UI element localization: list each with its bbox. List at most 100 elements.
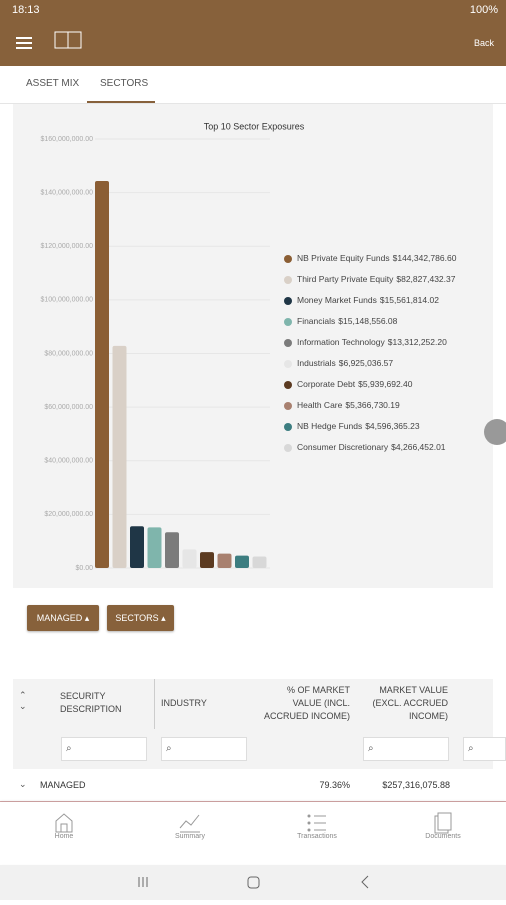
legend-value: $6,925,036.57 [339, 358, 394, 368]
legend-name: Money Market Funds [297, 295, 377, 305]
summary-icon[interactable] [178, 812, 202, 834]
bar [147, 527, 162, 568]
column-header[interactable]: MARKET VALUE (EXCL. ACCRUED INCOME) [372, 685, 448, 721]
y-tick-label: $120,000,000.00 [40, 243, 93, 250]
bar [252, 556, 267, 568]
legend-name: Third Party Private Equity [297, 274, 394, 284]
bar [130, 526, 144, 568]
tab[interactable]: ASSET MIX [26, 78, 80, 89]
legend-label: Third Party Private Equity $82,827,432.37 [297, 274, 456, 284]
column-header[interactable]: % OF MARKET VALUE (INCL. ACCRUED INCOME) [263, 685, 350, 721]
legend-label: NB Private Equity Funds $144,342,786.60 [297, 253, 457, 263]
search-field[interactable]: ⌕ [363, 737, 449, 761]
legend-marker [284, 339, 292, 347]
chart: Top 10 Sector Exposures $0.00 $20,000,000… [13, 104, 493, 588]
nav-label[interactable]: Home [54, 833, 74, 840]
y-tick-label: $60,000,000.00 [44, 404, 93, 411]
legend-marker [284, 360, 292, 368]
y-tick-label: $20,000,000.00 [44, 511, 93, 518]
chart-card [13, 104, 493, 588]
tab[interactable]: SECTORS [100, 78, 149, 89]
legend-value: $15,561,814.02 [380, 295, 439, 305]
divider [0, 801, 506, 802]
legend-name: Financials [297, 316, 335, 326]
battery: 100% [469, 4, 498, 16]
legend-value: $4,266,452.01 [391, 442, 446, 452]
legend-marker [284, 402, 292, 410]
legend-value: $5,939,692.40 [358, 379, 413, 389]
y-tick-label: $40,000,000.00 [44, 458, 93, 465]
legend-marker [284, 444, 292, 452]
legend-name: Health Care [297, 400, 343, 410]
legend-name: NB Hedge Funds [297, 421, 362, 431]
legend-label: NB Hedge Funds $4,596,365.23 [297, 421, 420, 431]
system-nav [0, 865, 506, 900]
row-percent: 79.36% [319, 780, 350, 790]
legend-label: Industrials $6,925,036.57 [297, 358, 393, 368]
legend-label: Money Market Funds $15,561,814.02 [297, 295, 439, 305]
legend-marker [284, 255, 292, 263]
y-tick-label: $140,000,000.00 [40, 189, 93, 196]
home-icon[interactable] [53, 812, 75, 834]
nav-label[interactable]: Transactions [297, 833, 337, 840]
y-tick-label: $160,000,000.00 [40, 136, 93, 143]
legend-marker [284, 318, 292, 326]
menu-icon[interactable] [16, 36, 34, 50]
nav-label[interactable]: Summary [175, 833, 205, 840]
filter-label: MANAGED [36, 613, 83, 623]
legend-value: $82,827,432.37 [396, 274, 455, 284]
transactions-icon[interactable] [306, 812, 328, 834]
bar [217, 553, 232, 568]
search-field[interactable]: ⌕ [61, 737, 147, 761]
system-nav-icons [138, 875, 369, 889]
legend-label: Corporate Debt $5,939,692.40 [297, 379, 413, 389]
filter-button[interactable]: MANAGED ▴ [27, 605, 99, 631]
app-bar: Back [0, 22, 506, 66]
legend-label: Financials $15,148,556.08 [297, 316, 398, 326]
bar [95, 180, 109, 568]
column-header[interactable]: SECURITY DESCRIPTION [60, 691, 122, 714]
bar [182, 549, 197, 568]
row-market-value: $257,316,075.88 [382, 780, 450, 790]
filter-label: SECTORS [115, 613, 159, 623]
bottom-nav [0, 802, 506, 864]
search-field[interactable]: ⌕ [463, 737, 506, 761]
bar [112, 345, 127, 568]
column-header[interactable]: INDUSTRY [161, 698, 207, 708]
legend-value: $15,148,556.08 [338, 316, 397, 326]
bar [200, 552, 214, 568]
edit-fab[interactable] [484, 419, 506, 445]
bar [165, 532, 179, 568]
legend-value: $13,312,252.20 [388, 337, 447, 347]
search-field[interactable]: ⌕ [161, 737, 247, 761]
legend-value: $4,596,365.23 [365, 421, 420, 431]
status-bar: 18:13 100% [0, 0, 506, 22]
logo [54, 31, 82, 49]
y-tick-label: $0.00 [75, 565, 93, 572]
documents-icon[interactable] [432, 812, 454, 834]
sort-icon[interactable]: ⌃ ⌄ [19, 690, 27, 711]
legend-name: Industrials [297, 358, 336, 368]
legend-label: Health Care $5,366,730.19 [297, 400, 400, 410]
row-label: MANAGED [40, 780, 86, 790]
bar [235, 555, 249, 568]
legend-label: Information Technology $13,312,252.20 [297, 337, 447, 347]
legend-marker [284, 297, 292, 305]
time: 18:13 [12, 4, 40, 16]
legend-name: Information Technology [297, 337, 385, 347]
column-divider [154, 679, 155, 729]
legend-name: NB Private Equity Funds [297, 253, 390, 263]
legend-name: Consumer Discretionary [297, 442, 389, 452]
legend-marker [284, 423, 292, 431]
tab-indicator [87, 101, 155, 103]
divider [0, 103, 506, 104]
y-tick-label: $80,000,000.00 [44, 350, 93, 357]
legend-value: $144,342,786.60 [393, 253, 457, 263]
expand-icon[interactable]: ⌄ [19, 779, 27, 789]
filter-button[interactable]: SECTORS ▴ [107, 605, 174, 631]
legend-marker [284, 381, 292, 389]
back-button[interactable]: Back [473, 38, 494, 48]
y-tick-label: $100,000,000.00 [40, 297, 93, 304]
nav-label[interactable]: Documents [425, 833, 461, 840]
